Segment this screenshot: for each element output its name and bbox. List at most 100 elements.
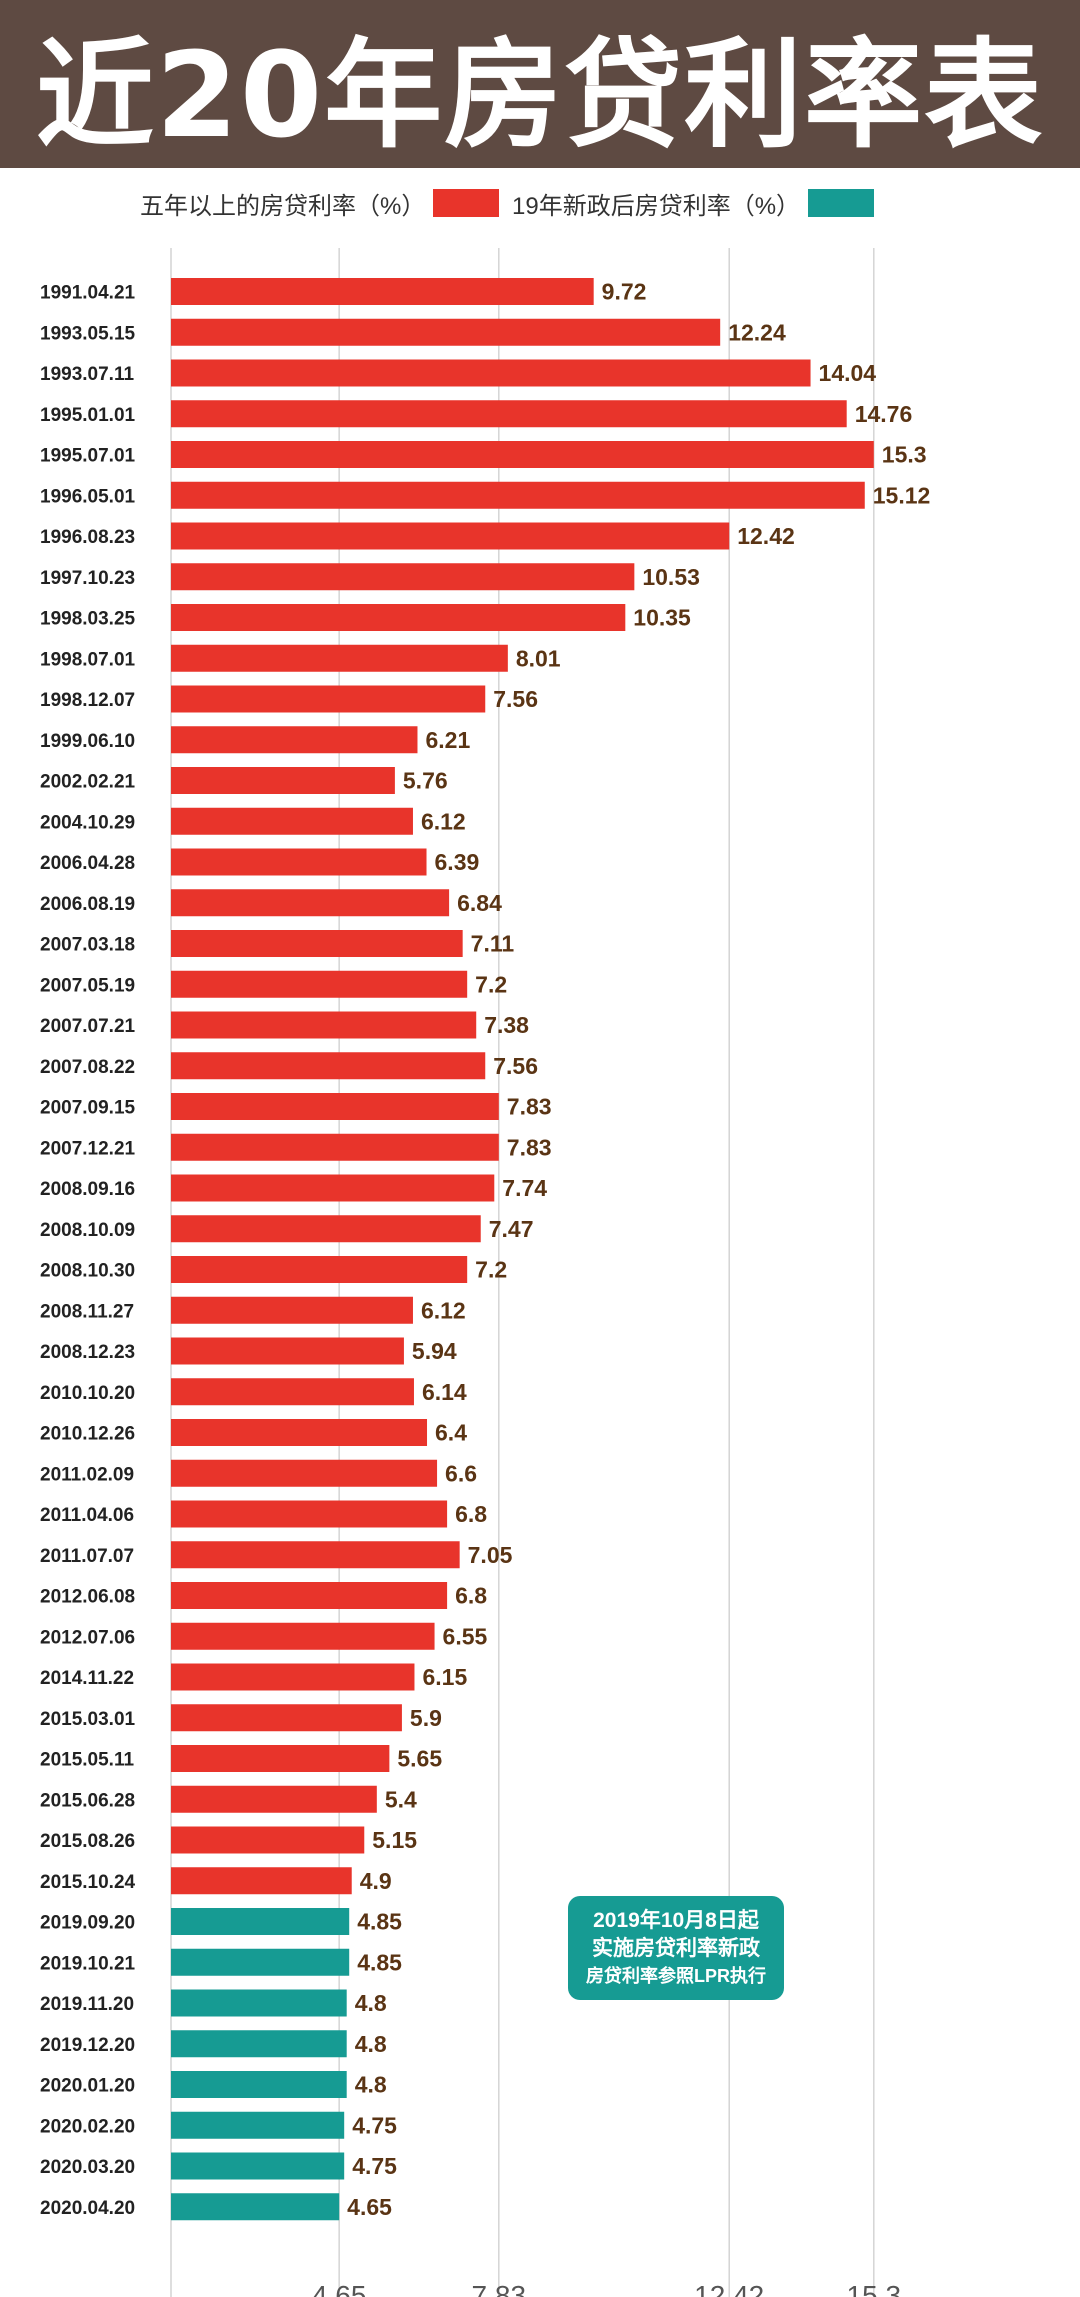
- value-label: 6.12: [421, 1297, 466, 1323]
- bar: [171, 1500, 448, 1528]
- bar: [171, 2152, 345, 2180]
- bar: [171, 563, 635, 591]
- category-label: 2004.10.29: [40, 812, 135, 833]
- bar: [171, 685, 486, 713]
- bar: [171, 1174, 495, 1202]
- x-tick-label: 4.65: [312, 2280, 367, 2297]
- legend-swatch-series1: [433, 189, 500, 217]
- value-label: 6.15: [422, 1664, 467, 1690]
- value-label: 4.85: [357, 1949, 402, 1975]
- category-label: 1996.05.01: [40, 486, 136, 507]
- category-label: 2007.12.21: [40, 1138, 136, 1159]
- bar: [171, 318, 721, 346]
- value-label: 7.38: [484, 1012, 529, 1038]
- value-label: 5.65: [397, 1746, 442, 1772]
- value-label: 6.14: [422, 1379, 467, 1405]
- value-label: 7.05: [468, 1542, 513, 1568]
- bar: [171, 1908, 350, 1935]
- bar: [171, 644, 508, 672]
- category-label: 2007.03.18: [40, 935, 135, 956]
- value-label: 4.8: [355, 1990, 387, 2016]
- bar: [171, 278, 594, 305]
- bar: [171, 2071, 347, 2098]
- value-label: 8.01: [516, 645, 561, 671]
- category-label: 2012.06.08: [40, 1587, 135, 1608]
- bar: [171, 1867, 352, 1895]
- note-line-1: 2019年10月8日起: [593, 1909, 759, 1932]
- value-label: 6.84: [457, 890, 502, 916]
- value-label: 9.72: [602, 279, 647, 305]
- value-label: 4.9: [360, 1868, 392, 1894]
- category-label: 1991.04.21: [40, 283, 136, 304]
- value-label: 12.24: [728, 319, 786, 345]
- category-label: 1996.08.23: [40, 527, 135, 548]
- bar: [171, 1541, 460, 1569]
- category-label: 1993.07.11: [40, 364, 134, 385]
- bar: [171, 1948, 350, 1976]
- bar: [171, 889, 450, 917]
- legend-item-series1: 五年以上的房贷利率（%）: [140, 186, 500, 221]
- category-label: 1997.10.23: [40, 568, 135, 589]
- value-label: 6.8: [455, 1583, 487, 1609]
- bar: [171, 441, 874, 468]
- value-label: 4.8: [355, 2072, 387, 2098]
- value-label: 7.11: [471, 931, 515, 957]
- value-label: 5.9: [410, 1705, 442, 1731]
- category-label: 2010.10.20: [40, 1383, 135, 1404]
- category-label: 2008.11.27: [40, 1301, 134, 1322]
- bar: [171, 970, 468, 998]
- value-label: 5.15: [372, 1827, 417, 1853]
- x-tick-label: 12.42: [694, 2280, 764, 2297]
- bar: [171, 767, 395, 794]
- value-label: 7.2: [475, 971, 507, 997]
- value-label: 7.83: [507, 1094, 552, 1120]
- category-label: 2020.02.20: [40, 2116, 135, 2137]
- category-label: 2019.12.20: [40, 2035, 135, 2056]
- bar: [171, 1704, 402, 1732]
- category-label: 2007.08.22: [40, 1057, 135, 1078]
- value-label: 5.94: [412, 1338, 457, 1364]
- value-label: 7.56: [493, 1053, 538, 1079]
- bar: [171, 726, 418, 754]
- category-label: 1998.03.25: [40, 609, 136, 630]
- value-label: 15.12: [873, 482, 931, 508]
- bar: [171, 1296, 413, 1324]
- bar: [171, 2030, 347, 2058]
- value-label: 5.4: [385, 1786, 417, 1812]
- bar: [171, 359, 811, 387]
- category-label: 2008.10.30: [40, 1261, 135, 1282]
- value-label: 4.65: [347, 2194, 392, 2220]
- category-label: 2015.08.26: [40, 1831, 135, 1852]
- category-label: 2011.04.06: [40, 1505, 134, 1526]
- value-label: 12.42: [737, 523, 795, 549]
- bar: [171, 1989, 347, 2017]
- category-label: 2020.04.20: [40, 2198, 135, 2219]
- bar: [171, 807, 413, 835]
- value-label: 6.39: [435, 849, 480, 875]
- bar: [171, 1093, 499, 1120]
- category-label: 1993.05.15: [40, 323, 136, 344]
- bar: [171, 1011, 477, 1039]
- bar: [171, 1582, 448, 1609]
- category-label: 1998.07.01: [40, 649, 136, 670]
- bar: [171, 400, 847, 428]
- category-label: 2019.11.20: [40, 1994, 134, 2015]
- category-label: 2007.07.21: [40, 1016, 136, 1037]
- chart-title: 近20年房贷利率表: [35, 25, 1045, 164]
- category-label: 2011.07.07: [40, 1546, 134, 1567]
- value-label: 6.6: [445, 1460, 477, 1486]
- category-label: 2014.11.22: [40, 1668, 134, 1689]
- value-label: 4.75: [352, 2112, 397, 2138]
- category-label: 2008.09.16: [40, 1179, 135, 1200]
- legend: 五年以上的房贷利率（%） 19年新政后房贷利率（%）: [0, 180, 1080, 226]
- category-label: 2006.04.28: [40, 853, 135, 874]
- category-label: 2007.05.19: [40, 975, 135, 996]
- bar: [171, 1419, 428, 1446]
- category-label: 2012.07.06: [40, 1627, 135, 1648]
- category-label: 2019.09.20: [40, 1913, 135, 1934]
- value-label: 7.47: [489, 1216, 534, 1242]
- bar: [171, 930, 463, 957]
- value-label: 7.2: [475, 1257, 507, 1283]
- category-label: 2002.02.21: [40, 772, 136, 793]
